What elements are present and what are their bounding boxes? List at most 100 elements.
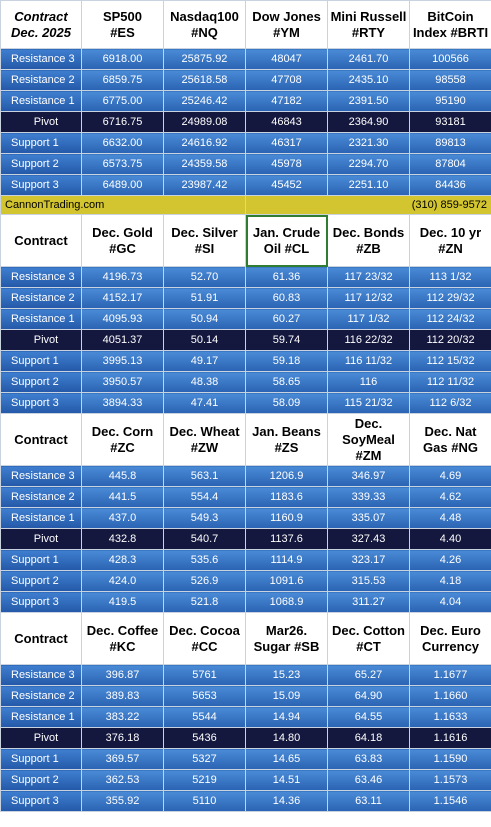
value-cell[interactable]: 58.65 xyxy=(245,371,328,393)
site-link[interactable]: CannonTrading.com xyxy=(0,195,246,215)
row-label[interactable]: Resistance 2 xyxy=(0,69,82,91)
column-header[interactable]: Jan. Crude Oil #CL xyxy=(245,214,328,267)
value-cell[interactable]: 3894.33 xyxy=(81,392,164,414)
column-header[interactable]: Dec. Coffee #KC xyxy=(81,612,164,665)
value-cell[interactable]: 526.9 xyxy=(163,570,246,592)
value-cell[interactable]: 112 20/32 xyxy=(409,329,491,351)
value-cell[interactable]: 5761 xyxy=(163,664,246,686)
row-label[interactable]: Pivot xyxy=(0,329,82,351)
column-header[interactable]: Dec. Nat Gas #NG xyxy=(409,413,491,466)
value-cell[interactable]: 6775.00 xyxy=(81,90,164,112)
value-cell[interactable]: 311.27 xyxy=(327,591,410,613)
column-header[interactable]: Mini Russell #RTY xyxy=(327,0,410,49)
value-cell[interactable]: 112 11/32 xyxy=(409,371,491,393)
value-cell[interactable]: 45978 xyxy=(245,153,328,175)
value-cell[interactable]: 65.27 xyxy=(327,664,410,686)
value-cell[interactable]: 48047 xyxy=(245,48,328,70)
value-cell[interactable]: 59.18 xyxy=(245,350,328,372)
value-cell[interactable]: 428.3 xyxy=(81,549,164,571)
value-cell[interactable]: 2321.30 xyxy=(327,132,410,154)
value-cell[interactable]: 437.0 xyxy=(81,507,164,529)
value-cell[interactable]: 4.40 xyxy=(409,528,491,550)
value-cell[interactable]: 116 22/32 xyxy=(327,329,410,351)
value-cell[interactable]: 47708 xyxy=(245,69,328,91)
value-cell[interactable]: 61.36 xyxy=(245,266,328,288)
value-cell[interactable]: 48.38 xyxy=(163,371,246,393)
row-label[interactable]: Support 3 xyxy=(0,591,82,613)
value-cell[interactable]: 6716.75 xyxy=(81,111,164,133)
value-cell[interactable]: 1160.9 xyxy=(245,507,328,529)
contract-header[interactable]: Contract xyxy=(0,612,82,665)
row-label[interactable]: Support 1 xyxy=(0,132,82,154)
value-cell[interactable]: 24616.92 xyxy=(163,132,246,154)
value-cell[interactable]: 1.1660 xyxy=(409,685,491,707)
value-cell[interactable]: 25875.92 xyxy=(163,48,246,70)
value-cell[interactable]: 346.97 xyxy=(327,465,410,487)
row-label[interactable]: Resistance 1 xyxy=(0,90,82,112)
value-cell[interactable]: 64.90 xyxy=(327,685,410,707)
value-cell[interactable]: 14.80 xyxy=(245,727,328,749)
value-cell[interactable]: 112 15/32 xyxy=(409,350,491,372)
value-cell[interactable]: 46843 xyxy=(245,111,328,133)
value-cell[interactable]: 2435.10 xyxy=(327,69,410,91)
value-cell[interactable]: 52.70 xyxy=(163,266,246,288)
value-cell[interactable]: 63.83 xyxy=(327,748,410,770)
value-cell[interactable]: 93181 xyxy=(409,111,491,133)
column-header[interactable]: Dec. Euro Currency xyxy=(409,612,491,665)
value-cell[interactable]: 1.1590 xyxy=(409,748,491,770)
value-cell[interactable]: 112 29/32 xyxy=(409,287,491,309)
value-cell[interactable]: 1114.9 xyxy=(245,549,328,571)
value-cell[interactable]: 5544 xyxy=(163,706,246,728)
row-label[interactable]: Resistance 2 xyxy=(0,287,82,309)
value-cell[interactable]: 535.6 xyxy=(163,549,246,571)
value-cell[interactable]: 50.94 xyxy=(163,308,246,330)
value-cell[interactable]: 6632.00 xyxy=(81,132,164,154)
row-label[interactable]: Support 2 xyxy=(0,371,82,393)
row-label[interactable]: Resistance 3 xyxy=(0,664,82,686)
value-cell[interactable]: 355.92 xyxy=(81,790,164,812)
value-cell[interactable]: 4.26 xyxy=(409,549,491,571)
value-cell[interactable]: 63.11 xyxy=(327,790,410,812)
row-label[interactable]: Pivot xyxy=(0,111,82,133)
column-header[interactable]: Nasdaq100 #NQ xyxy=(163,0,246,49)
row-label[interactable]: Resistance 1 xyxy=(0,507,82,529)
value-cell[interactable]: 1137.6 xyxy=(245,528,328,550)
value-cell[interactable]: 5436 xyxy=(163,727,246,749)
value-cell[interactable]: 1091.6 xyxy=(245,570,328,592)
value-cell[interactable]: 369.57 xyxy=(81,748,164,770)
value-cell[interactable]: 15.09 xyxy=(245,685,328,707)
row-label[interactable]: Support 2 xyxy=(0,769,82,791)
value-cell[interactable]: 389.83 xyxy=(81,685,164,707)
value-cell[interactable]: 4152.17 xyxy=(81,287,164,309)
column-header[interactable]: SP500 #ES xyxy=(81,0,164,49)
value-cell[interactable]: 6859.75 xyxy=(81,69,164,91)
value-cell[interactable]: 6918.00 xyxy=(81,48,164,70)
row-label[interactable]: Pivot xyxy=(0,528,82,550)
value-cell[interactable]: 113 1/32 xyxy=(409,266,491,288)
value-cell[interactable]: 1.1677 xyxy=(409,664,491,686)
value-cell[interactable]: 51.91 xyxy=(163,287,246,309)
value-cell[interactable]: 1.1616 xyxy=(409,727,491,749)
row-label[interactable]: Support 3 xyxy=(0,790,82,812)
value-cell[interactable]: 4.69 xyxy=(409,465,491,487)
value-cell[interactable]: 14.65 xyxy=(245,748,328,770)
row-label[interactable]: Resistance 1 xyxy=(0,706,82,728)
value-cell[interactable]: 1.1573 xyxy=(409,769,491,791)
value-cell[interactable]: 5110 xyxy=(163,790,246,812)
value-cell[interactable]: 327.43 xyxy=(327,528,410,550)
value-cell[interactable]: 49.17 xyxy=(163,350,246,372)
row-label[interactable]: Pivot xyxy=(0,727,82,749)
value-cell[interactable]: 315.53 xyxy=(327,570,410,592)
value-cell[interactable]: 46317 xyxy=(245,132,328,154)
value-cell[interactable]: 554.4 xyxy=(163,486,246,508)
value-cell[interactable]: 383.22 xyxy=(81,706,164,728)
value-cell[interactable]: 540.7 xyxy=(163,528,246,550)
value-cell[interactable]: 376.18 xyxy=(81,727,164,749)
value-cell[interactable]: 563.1 xyxy=(163,465,246,487)
row-label[interactable]: Resistance 3 xyxy=(0,266,82,288)
column-header[interactable]: BitCoin Index #BRTI xyxy=(409,0,491,49)
value-cell[interactable]: 116 11/32 xyxy=(327,350,410,372)
value-cell[interactable]: 3995.13 xyxy=(81,350,164,372)
value-cell[interactable]: 14.51 xyxy=(245,769,328,791)
value-cell[interactable]: 14.36 xyxy=(245,790,328,812)
